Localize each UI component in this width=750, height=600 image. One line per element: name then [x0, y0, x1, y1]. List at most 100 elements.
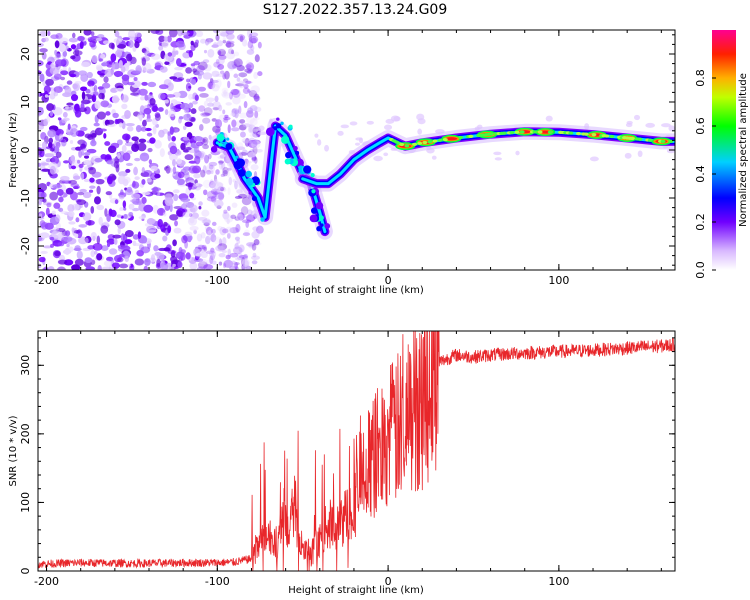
noise-speckle	[89, 40, 96, 48]
noise-speckle	[140, 96, 145, 101]
noise-speckle	[208, 164, 214, 170]
noise-speckle	[215, 118, 219, 128]
noise-speckle	[133, 76, 138, 81]
noise-speckle	[185, 182, 195, 187]
noise-speckle	[215, 59, 220, 65]
noise-speckle	[239, 119, 246, 124]
noise-speckle	[178, 116, 184, 120]
noise-speckle	[217, 186, 226, 192]
signal-blob	[216, 133, 225, 142]
noise-speckle	[165, 165, 171, 174]
noise-speckle	[238, 105, 242, 114]
noise-speckle	[131, 136, 139, 142]
noise-speckle	[228, 176, 233, 186]
signal-segment	[412, 142, 418, 146]
noise-speckle	[227, 248, 231, 254]
noise-speckle	[202, 136, 209, 146]
noise-speckle	[159, 148, 165, 158]
signal-blob	[248, 191, 252, 195]
noise-speckle	[81, 91, 86, 101]
noise-speckle	[241, 149, 248, 156]
noise-speckle	[220, 32, 229, 37]
signal-segment	[537, 130, 543, 134]
noise-speckle	[149, 137, 156, 144]
noise-speckle	[207, 81, 216, 90]
noise-speckle	[74, 103, 80, 112]
noise-speckle	[142, 169, 153, 178]
noise-speckle	[243, 100, 248, 109]
noise-speckle	[211, 83, 220, 92]
noise-speckle	[250, 164, 259, 171]
noise-speckle	[201, 209, 210, 217]
noise-speckle	[43, 266, 49, 270]
noise-speckle	[103, 260, 112, 267]
noise-speckle	[191, 79, 197, 85]
noise-speckle	[589, 156, 599, 162]
noise-speckle	[222, 73, 227, 80]
noise-speckle	[202, 59, 210, 64]
noise-speckle	[45, 158, 52, 163]
noise-speckle	[246, 110, 254, 118]
noise-speckle	[242, 259, 249, 269]
noise-speckle	[127, 126, 134, 132]
noise-speckle	[180, 102, 190, 110]
noise-speckle	[70, 128, 79, 137]
signal-segment	[399, 142, 405, 147]
noise-speckle	[247, 40, 254, 49]
noise-speckle	[122, 152, 131, 162]
noise-speckle	[153, 245, 159, 252]
noise-speckle	[143, 107, 152, 115]
noise-speckle	[217, 225, 223, 232]
noise-speckle	[176, 178, 185, 186]
noise-speckle	[216, 182, 224, 187]
noise-speckle	[645, 122, 655, 128]
noise-speckle	[238, 215, 248, 219]
noise-speckle	[72, 32, 76, 39]
noise-speckle	[337, 130, 344, 136]
noise-speckle	[213, 179, 217, 186]
noise-speckle	[242, 258, 250, 267]
spectrogram-x-ticks: -200 -100 0 100	[34, 30, 662, 287]
noise-speckle	[173, 193, 179, 202]
noise-speckle	[54, 250, 61, 257]
spectrogram-y-tick-label: 10	[19, 95, 32, 109]
noise-speckle	[222, 228, 229, 234]
noise-speckle	[52, 184, 63, 189]
noise-speckle	[201, 219, 211, 224]
noise-speckle	[70, 55, 76, 60]
noise-speckle	[202, 144, 209, 150]
noise-speckle	[172, 189, 180, 194]
noise-speckle	[195, 252, 203, 257]
spectrogram-y-tick-label: -10	[19, 189, 32, 207]
noise-speckle	[244, 229, 250, 235]
noise-speckle	[215, 34, 220, 42]
noise-speckle	[202, 72, 213, 80]
spectrogram-x-label: Height of straight line (km)	[288, 285, 424, 296]
noise-speckle	[86, 71, 93, 79]
noise-speckle	[118, 194, 125, 200]
noise-speckle	[198, 201, 203, 206]
noise-speckle	[64, 247, 70, 256]
noise-speckle	[40, 192, 47, 199]
noise-speckle	[116, 139, 123, 146]
noise-speckle	[217, 63, 225, 70]
noise-speckle	[257, 41, 262, 49]
noise-speckle	[103, 133, 107, 139]
noise-speckle	[77, 35, 85, 42]
noise-speckle	[227, 61, 237, 70]
noise-speckle	[116, 152, 121, 159]
noise-speckle	[101, 82, 111, 89]
noise-speckle	[257, 71, 263, 77]
noise-speckle	[39, 48, 48, 53]
noise-speckle	[206, 190, 217, 199]
noise-speckle	[205, 259, 213, 266]
signal-blob	[298, 165, 303, 170]
noise-speckle	[255, 225, 264, 234]
noise-speckle	[200, 251, 208, 259]
noise-speckle	[81, 150, 85, 156]
colorbar-tick-label: 0.4	[694, 165, 707, 183]
noise-speckle	[205, 38, 214, 43]
noise-speckle	[100, 245, 109, 252]
noise-speckle	[122, 133, 131, 141]
noise-speckle	[231, 108, 237, 118]
